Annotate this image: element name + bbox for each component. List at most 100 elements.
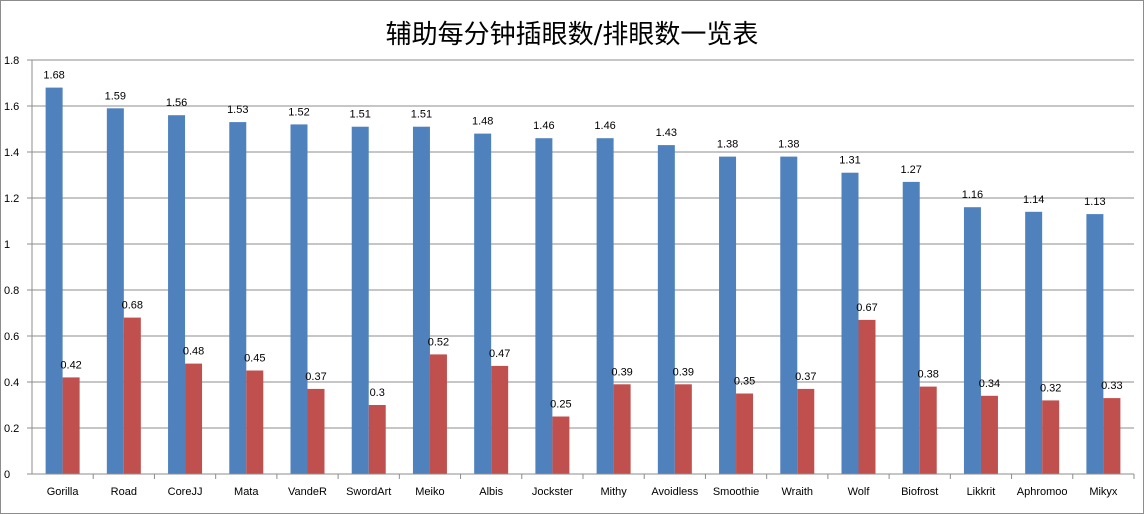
data-label: 0.42 <box>60 359 81 371</box>
data-label: 0.67 <box>856 302 877 314</box>
data-label: 0.33 <box>1101 380 1122 392</box>
data-label: 1.38 <box>778 139 799 151</box>
data-label: 0.37 <box>305 371 326 383</box>
x-tick-label: Gorilla <box>47 486 80 498</box>
x-tick-label: Mithy <box>600 486 627 498</box>
data-label: 0.32 <box>1040 382 1061 394</box>
data-label: 0.3 <box>370 387 385 399</box>
data-label: 1.53 <box>227 104 248 116</box>
data-label: 1.46 <box>594 120 615 132</box>
data-label: 0.25 <box>550 399 571 411</box>
data-label: 0.34 <box>979 378 1000 390</box>
data-label: 1.52 <box>288 106 309 118</box>
bar-series-2 <box>674 384 692 474</box>
data-label: 0.48 <box>183 346 204 358</box>
bar-series-2 <box>429 354 447 474</box>
bar-series-2 <box>491 365 509 474</box>
x-tick-label: VandeR <box>288 486 327 498</box>
bar-series-1 <box>229 122 247 474</box>
bar-series-2 <box>919 386 937 474</box>
y-tick-label: 1.2 <box>4 193 19 205</box>
data-label: 1.38 <box>717 139 738 151</box>
data-label: 0.39 <box>611 366 632 378</box>
x-tick-label: Smoothie <box>713 486 759 498</box>
data-label: 0.37 <box>795 371 816 383</box>
bar-series-1 <box>351 126 369 474</box>
y-tick-label: 0 <box>4 469 10 481</box>
x-tick-label: Wraith <box>781 486 813 498</box>
data-label: 0.38 <box>918 369 939 381</box>
bar-series-2 <box>1103 398 1121 474</box>
x-tick-label: Wolf <box>848 486 871 498</box>
bar-series-2 <box>736 393 754 474</box>
x-tick-label: CoreJJ <box>168 486 203 498</box>
x-tick-label: Likkrit <box>967 486 996 498</box>
bar-series-2 <box>123 317 141 474</box>
x-tick-label: Biofrost <box>901 486 938 498</box>
y-tick-label: 0.4 <box>4 377 19 389</box>
x-tick-label: Road <box>111 486 137 498</box>
bar-series-1 <box>596 138 614 474</box>
bar-series-2 <box>307 388 325 474</box>
data-label: 1.13 <box>1084 196 1105 208</box>
data-label: 1.14 <box>1023 194 1044 206</box>
x-tick-label: Mata <box>234 486 259 498</box>
bar-series-2 <box>62 377 80 474</box>
bar-series-2 <box>1042 400 1060 474</box>
bar-series-1 <box>106 108 124 475</box>
x-tick-label: Aphromoo <box>1017 486 1068 498</box>
x-tick-label: Avoidless <box>651 486 698 498</box>
y-tick-label: 1.8 <box>4 55 19 67</box>
y-tick-label: 1.6 <box>4 101 19 113</box>
bar-series-2 <box>368 405 386 474</box>
data-label: 1.46 <box>533 120 554 132</box>
data-label: 0.68 <box>122 300 143 312</box>
bar-series-1 <box>1025 211 1043 475</box>
data-label: 1.48 <box>472 116 493 128</box>
bar-series-1 <box>719 156 737 474</box>
y-tick-label: 0.8 <box>4 285 19 297</box>
bar-series-1 <box>902 181 920 474</box>
bar-series-2 <box>613 384 631 474</box>
x-tick-label: Meiko <box>415 486 444 498</box>
bar-series-2 <box>797 388 815 474</box>
data-label: 1.56 <box>166 97 187 109</box>
bar-series-1 <box>45 87 63 474</box>
bar-series-1 <box>535 138 553 474</box>
data-label: 1.31 <box>839 155 860 167</box>
bar-series-2 <box>552 416 570 474</box>
data-label: 1.59 <box>105 90 126 102</box>
y-tick-label: 0.6 <box>4 331 19 343</box>
bar-series-1 <box>841 172 859 474</box>
data-label: 0.39 <box>673 366 694 378</box>
bar-series-1 <box>1086 214 1104 474</box>
data-label: 1.16 <box>962 189 983 201</box>
x-tick-label: Jockster <box>532 486 573 498</box>
bar-series-1 <box>963 207 981 474</box>
data-label: 0.45 <box>244 353 265 365</box>
bar-series-1 <box>657 145 675 474</box>
data-label: 0.47 <box>489 348 510 360</box>
data-label: 1.43 <box>656 127 677 139</box>
y-tick-label: 1 <box>4 239 10 251</box>
y-tick-label: 1.4 <box>4 147 19 159</box>
x-tick-label: SwordArt <box>346 486 391 498</box>
data-label: 1.51 <box>350 109 371 121</box>
bar-series-1 <box>168 115 186 474</box>
x-tick-label: Mikyx <box>1089 486 1118 498</box>
data-label: 0.52 <box>428 336 449 348</box>
bar-series-2 <box>980 395 998 474</box>
bar-series-1 <box>780 156 798 474</box>
bar-series-2 <box>858 319 876 474</box>
data-label: 1.27 <box>901 164 922 176</box>
y-tick-label: 0.2 <box>4 423 19 435</box>
bar-series-2 <box>185 363 203 474</box>
x-tick-label: Albis <box>479 486 503 498</box>
data-label: 1.51 <box>411 109 432 121</box>
bar-series-1 <box>474 133 492 474</box>
bar-series-1 <box>412 126 430 474</box>
bar-series-2 <box>246 370 264 474</box>
data-label: 0.35 <box>734 376 755 388</box>
bar-series-1 <box>290 124 308 475</box>
